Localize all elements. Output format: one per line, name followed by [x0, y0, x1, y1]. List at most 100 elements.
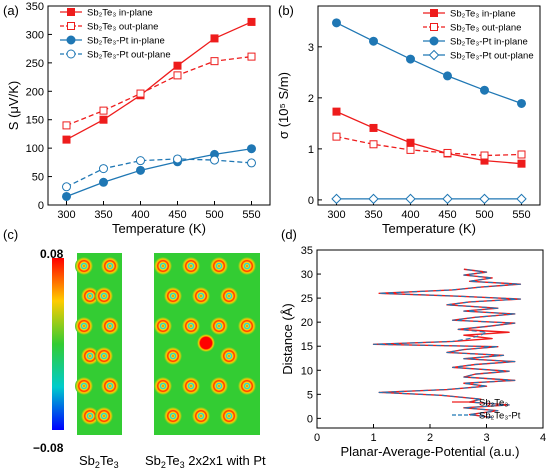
legend-marker	[67, 8, 75, 16]
data-point	[443, 71, 452, 81]
legend-marker	[429, 36, 439, 46]
data-point	[247, 144, 256, 154]
y-axis-label: Distance (Å)	[280, 303, 295, 375]
data-point	[173, 61, 182, 70]
panel-label-b: (b)	[278, 3, 294, 18]
contour-map-pt	[154, 253, 260, 435]
x-tick-label: 400	[401, 209, 419, 221]
data-point	[62, 121, 71, 130]
chart-a: 300 350 400 450 500 550050100150200250300350T…	[6, 1, 271, 236]
series-line-0	[336, 111, 522, 165]
data-point	[479, 193, 490, 205]
y-axis-label: σ (10⁵ S/m)	[276, 72, 291, 139]
atom-contour	[164, 287, 182, 305]
series-line-2	[336, 22, 522, 105]
legend-label: Sb₂Te₃ in-plane	[87, 8, 153, 19]
series-line-3	[66, 158, 252, 188]
atom-contour	[220, 407, 238, 425]
contour-map-pristine	[75, 253, 122, 435]
x-tick-label: 2	[427, 432, 433, 444]
y-axis-label: S (μV/K)	[6, 81, 21, 130]
y-tick-label: 50	[32, 172, 44, 184]
legend-label: Sb₂Te₃-Pt	[479, 411, 521, 422]
data-point	[406, 145, 415, 154]
y-tick-label: 35	[301, 245, 313, 257]
atom-contour	[238, 257, 256, 275]
colorbar: 0.08 −0.08	[33, 247, 64, 455]
atom-contour	[182, 317, 200, 335]
x-tick-label: 350	[364, 209, 382, 221]
x-tick-label: 500	[475, 209, 493, 221]
series-line-1	[372, 268, 521, 418]
data-point	[517, 98, 526, 108]
legend-label: Sb₂Te₃-Pt out-plane	[87, 50, 171, 61]
atom-contour	[154, 317, 172, 335]
plot-frame	[317, 5, 541, 206]
atom-contour	[95, 347, 113, 365]
series-line-1	[336, 135, 522, 157]
data-point	[332, 132, 341, 141]
atom-contour	[238, 377, 256, 395]
plot-frame	[316, 249, 544, 429]
atom-contour	[81, 347, 99, 365]
x-axis-label: Planar-Average-Potential (a.u.)	[341, 444, 520, 459]
y-tick-label: 0	[38, 200, 44, 212]
atom-contour	[238, 317, 256, 335]
atom-contour	[101, 377, 119, 395]
series-line-1	[66, 55, 252, 127]
colorbar-max-label: 0.08	[40, 247, 64, 261]
legend-label: Sb₂Te₃ in-plane	[450, 9, 516, 20]
data-point	[369, 36, 378, 46]
atom-contour	[154, 257, 172, 275]
data-point	[247, 17, 256, 26]
y-tick-label: 5	[307, 389, 313, 401]
legend-label: Sb₂Te₃	[479, 398, 508, 409]
data-point	[173, 71, 182, 80]
legend-label: Sb₂Te₃-Pt out-plane	[450, 51, 534, 62]
atom-contour	[164, 407, 182, 425]
atom-contour	[210, 257, 228, 275]
panel-label-c: (c)	[3, 227, 18, 242]
data-point	[99, 106, 108, 115]
data-point	[62, 191, 71, 201]
data-point	[369, 140, 378, 149]
y-tick-label: 0	[307, 413, 313, 425]
atom-contour	[210, 317, 228, 335]
atom-contour	[81, 287, 99, 305]
legend-label: Sb₂Te₃-Pt in-plane	[87, 36, 165, 47]
chart-b: 300 350 400 450 500 550 0 1 2 3 Temperature (K) σ (…	[276, 5, 541, 236]
atom-contour	[75, 377, 93, 395]
legend-marker	[66, 35, 76, 45]
data-point	[136, 89, 145, 98]
y-tick-label: 300	[26, 29, 44, 41]
data-point	[405, 193, 416, 205]
data-point	[210, 34, 219, 43]
x-tick-label: 500	[205, 209, 223, 221]
y-tick-label: 1	[308, 144, 314, 156]
series-line-0	[66, 21, 252, 141]
atom-contour	[154, 377, 172, 395]
y-tick-label: 15	[301, 341, 313, 353]
legend-label: Sb₂Te₃-Pt in-plane	[450, 37, 528, 48]
data-point	[210, 155, 219, 165]
pt-atom-marker	[197, 334, 215, 352]
atom-contour	[210, 377, 228, 395]
y-tick-label: 10	[301, 365, 313, 377]
x-axis-label: Temperature (K)	[382, 221, 476, 236]
data-point	[99, 164, 108, 174]
data-point	[517, 150, 526, 159]
data-point	[406, 138, 415, 147]
data-point	[516, 193, 527, 205]
data-point	[517, 159, 526, 168]
y-tick-label: 200	[26, 86, 44, 98]
y-tick-label: 250	[26, 58, 44, 70]
y-tick-label: 30	[301, 269, 313, 281]
panel-label-a: (a)	[3, 3, 19, 18]
colorbar-min-label: −0.08	[33, 441, 64, 455]
panel-label-d: (d)	[281, 227, 297, 242]
atom-contour	[101, 257, 119, 275]
data-point	[406, 54, 415, 64]
atom-contour	[75, 317, 93, 335]
chart-d: 0 1 2 3 4 0 5 10 15 20 25 30 35 Planar-Average-Potent…	[280, 245, 546, 459]
